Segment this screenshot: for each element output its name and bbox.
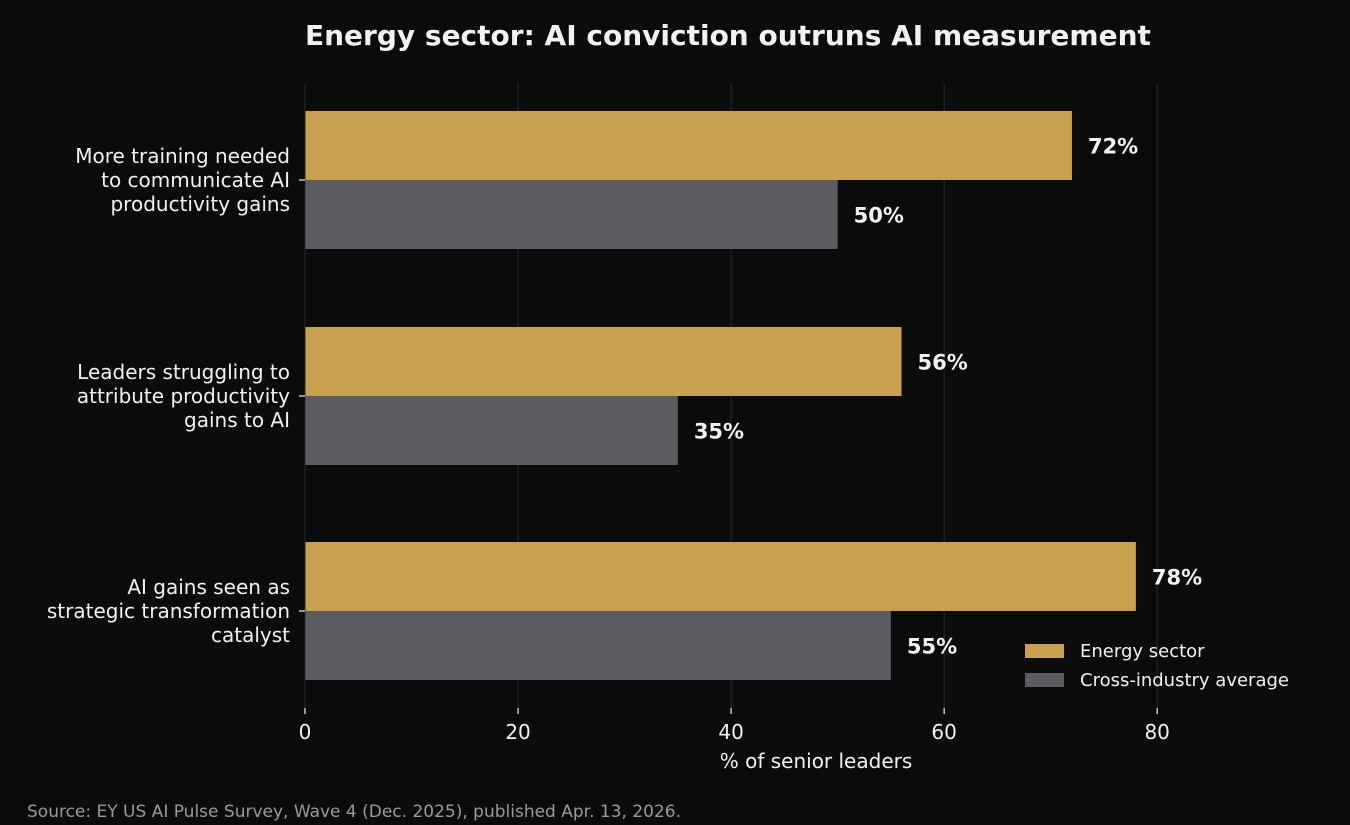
legend-swatch	[1025, 644, 1064, 658]
bar	[305, 111, 1072, 180]
bar	[305, 611, 891, 680]
category-label: AI gains seen as strategic transformation…	[47, 575, 290, 647]
legend-label: Energy sector	[1080, 641, 1205, 662]
bar	[305, 542, 1136, 611]
x-axis-label: % of senior leaders	[720, 749, 913, 773]
x-tick-label: 20	[505, 720, 530, 744]
data-label: 55%	[907, 635, 957, 659]
data-label: 56%	[918, 351, 968, 375]
bar	[305, 396, 678, 465]
x-tick-label: 60	[931, 720, 956, 744]
data-label: 50%	[854, 204, 904, 228]
category-label: More training needed to communicate AI pro…	[75, 144, 290, 216]
x-tick-label: 40	[718, 720, 743, 744]
category-label: Leaders struggling to attribute productiv…	[77, 360, 290, 432]
chart-title: Energy sector: AI conviction outruns AI …	[305, 19, 1151, 52]
bars: 72% 56% 78% 50% 35% 55%	[305, 111, 1202, 680]
data-label: 35%	[694, 420, 744, 444]
x-axis: 0 20 40 60 80	[299, 708, 1170, 744]
source-note: Source: EY US AI Pulse Survey, Wave 4 (D…	[27, 802, 681, 822]
data-label: 72%	[1088, 135, 1138, 159]
bar	[305, 327, 902, 396]
bar	[305, 180, 838, 249]
x-tick-label: 80	[1144, 720, 1169, 744]
legend-label: Cross-industry average	[1080, 670, 1289, 691]
legend-swatch	[1025, 673, 1064, 687]
x-tick-label: 0	[299, 720, 312, 744]
y-axis: More training needed to communicate AI pro…	[47, 83, 306, 708]
legend: Energy sector Cross-industry average	[1025, 641, 1289, 691]
data-label: 78%	[1152, 566, 1202, 590]
